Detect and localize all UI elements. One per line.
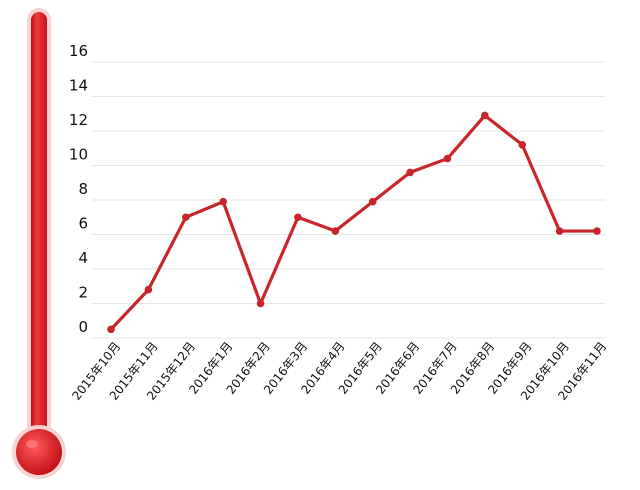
data-point [331, 227, 340, 235]
x-axis: 2015年10月2015年11月2015年12月2016年1月2016年2月20… [69, 339, 609, 403]
data-point [555, 227, 564, 235]
data-point [219, 197, 227, 206]
data-point [294, 213, 302, 222]
plot-area [107, 111, 601, 334]
data-point [107, 325, 115, 334]
y-axis: 0 2 4 6 8 10 12 14 16 [69, 42, 88, 336]
data-point [144, 285, 153, 294]
data-point [443, 154, 452, 163]
data-point [368, 197, 377, 206]
y-tick-label: 10 [69, 146, 88, 164]
data-point [406, 168, 414, 177]
y-tick-label: 8 [78, 180, 88, 198]
data-point [593, 227, 601, 235]
y-tick-label: 14 [69, 77, 88, 95]
data-point [481, 111, 489, 120]
y-tick-label: 0 [78, 318, 88, 336]
data-point [518, 141, 527, 149]
y-tick-label: 2 [78, 284, 88, 302]
y-tick-label: 6 [78, 215, 88, 233]
y-tick-label: 12 [69, 111, 88, 129]
data-point [256, 299, 265, 308]
data-point [181, 213, 190, 222]
grid-lines [92, 61, 605, 339]
series-line [109, 113, 599, 331]
y-tick-label: 4 [78, 249, 88, 267]
y-tick-label: 16 [69, 42, 88, 60]
thermometer-icon [12, 8, 66, 479]
